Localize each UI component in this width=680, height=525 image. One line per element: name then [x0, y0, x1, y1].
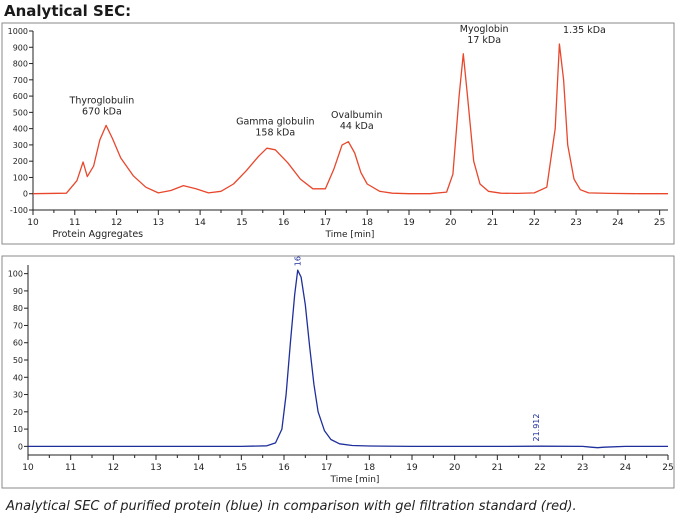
y-tick-label: 700 [13, 76, 28, 85]
x-tick-label: 18 [364, 463, 376, 473]
x-tick-label: 13 [153, 218, 164, 228]
x-tick-label: 15 [236, 218, 247, 228]
x-tick-label: 18 [361, 218, 373, 228]
y-tick-label: 1000 [8, 27, 28, 36]
x-tick-label: 10 [22, 463, 34, 473]
y-tick-label: 80 [13, 304, 23, 313]
x-tick-label: 10 [27, 218, 39, 228]
x-tick-label: 25 [654, 218, 665, 228]
peak-annotation: 158 kDa [255, 128, 295, 139]
x-tick-label: 21 [492, 463, 503, 473]
x-tick-label: 16 [278, 463, 290, 473]
x-tick-label: 17 [320, 218, 331, 228]
series-line-0 [32, 43, 668, 195]
peak-annotation: 44 kDa [340, 121, 374, 132]
y-tick-label: -100 [10, 206, 28, 215]
chart-frame [1, 255, 675, 489]
y-tick-label: 40 [13, 373, 23, 382]
peak-annotation: 17 kDa [467, 35, 501, 46]
x-tick-label: 13 [150, 463, 161, 473]
y-tick-label: 60 [13, 339, 23, 348]
x-tick-label: 22 [529, 218, 540, 228]
x-tick-label: 24 [612, 218, 624, 228]
peak-annotation: 670 kDa [82, 106, 122, 117]
peak-annotation: Thyroglobulin [69, 95, 135, 106]
x-tick-label: 11 [69, 218, 80, 228]
y-tick-label: 600 [13, 92, 28, 101]
x-axis-label: Time [min] [325, 230, 375, 240]
y-tick-label: 200 [13, 157, 28, 166]
x-tick-label: 15 [236, 463, 247, 473]
x-tick-label: 17 [321, 463, 332, 473]
y-tick-label: 50 [13, 356, 23, 365]
x-tick-label: 14 [194, 218, 206, 228]
peak-time-label: 21.912 [532, 414, 541, 442]
peak-annotation: Gamma globulin [236, 117, 314, 128]
y-tick-label: 90 [13, 287, 23, 296]
x-tick-label: 22 [534, 463, 545, 473]
x-tick-label: 11 [65, 463, 76, 473]
x-tick-label: 20 [449, 463, 461, 473]
x-tick-label: 23 [570, 218, 581, 228]
x-tick-label: 19 [403, 218, 415, 228]
peak-annotation: 1.35 kDa [563, 25, 606, 36]
x-tick-label: 12 [111, 218, 122, 228]
y-tick-label: 800 [13, 60, 28, 69]
chart-frame [1, 22, 675, 245]
x-tick-label: 21 [487, 218, 498, 228]
reference-standard-chromatogram: 10 11 12 13 14 15 16 17 18 19 20 21 22 23 24 25 Time [mi… [1, 22, 675, 245]
y-tick-label: 10 [13, 425, 23, 434]
peak-annotation: Ovalbumin [331, 110, 383, 121]
x-axis-label: Time [min] [330, 475, 380, 485]
x-tick-label: 19 [406, 463, 418, 473]
x-tick-label: 25 [662, 463, 673, 473]
page-heading: Analytical SEC: [4, 2, 132, 20]
figure-caption: Analytical SEC of purified protein (blue… [6, 499, 577, 514]
series-line-0 [28, 269, 668, 449]
y-tick-label: 900 [13, 43, 28, 52]
y-tick-label: 500 [13, 108, 28, 117]
x-tick-label: 20 [445, 218, 457, 228]
y-tick-label: 20 [13, 408, 23, 417]
x-tick-label: 12 [108, 463, 119, 473]
x-tick-label: 24 [620, 463, 632, 473]
y-tick-label: 70 [13, 321, 23, 330]
y-tick-label: 30 [13, 391, 23, 400]
protein-chromatogram: 10 11 12 13 14 15 16 17 18 19 20 21 22 23 24 25 Time [mi… [1, 255, 675, 489]
y-tick-label: 0 [18, 442, 23, 451]
x-tick-label: 14 [193, 463, 205, 473]
y-tick-label: 400 [13, 125, 28, 134]
peak-time-label: 16.320 [294, 255, 303, 266]
peak-annotation: Myoglobin [460, 24, 509, 35]
y-tick-label: 300 [13, 141, 28, 150]
aggregates-label: Protein Aggregates [52, 229, 143, 240]
x-tick-label: 16 [278, 218, 290, 228]
peak-annotation: Vitamin B12 [555, 22, 613, 25]
y-tick-label: 0 [23, 190, 28, 199]
y-tick-label: 100 [8, 270, 23, 279]
x-tick-label: 23 [577, 463, 588, 473]
y-tick-label: 100 [13, 173, 28, 182]
